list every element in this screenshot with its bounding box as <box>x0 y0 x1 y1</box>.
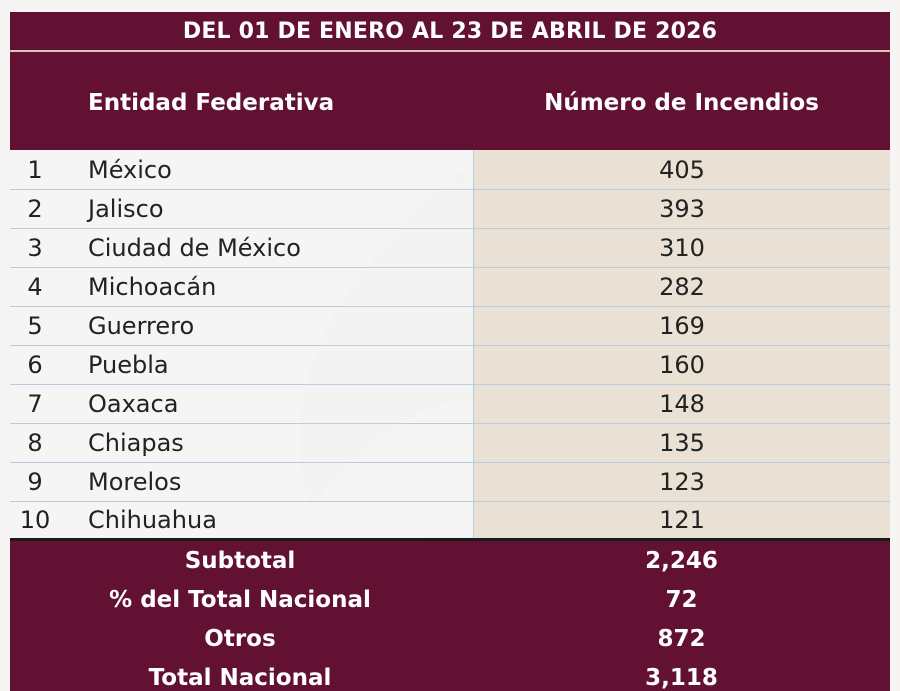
entity-cell: 2 Jalisco <box>10 190 473 228</box>
table-row: 7 Oaxaca 148 <box>10 385 890 424</box>
rank-label: 10 <box>19 506 51 534</box>
summary-label: Total Nacional <box>148 665 332 691</box>
entity-cell: 5 Guerrero <box>10 307 473 345</box>
fire-count: 121 <box>473 502 890 538</box>
table-row: 9 Morelos 123 <box>10 463 890 502</box>
entity-name: Puebla <box>88 351 169 379</box>
summary-label: Subtotal <box>184 548 296 574</box>
fire-count: 148 <box>473 385 890 423</box>
fire-count: 393 <box>473 190 890 228</box>
summary-row: Total Nacional 3,118 <box>10 658 890 691</box>
table-row: 3 Ciudad de México 310 <box>10 229 890 268</box>
entity-cell: 6 Puebla <box>10 346 473 384</box>
summary-label: % del Total Nacional <box>109 587 371 613</box>
rank-label: 6 <box>27 351 43 379</box>
table-title: DEL 01 DE ENERO AL 23 DE ABRIL DE 2026 <box>10 12 890 52</box>
fire-count: 135 <box>473 424 890 462</box>
entity-name: Ciudad de México <box>88 234 301 262</box>
summary-row: Subtotal 2,246 <box>10 541 890 580</box>
entity-name: Jalisco <box>88 195 164 223</box>
entity-cell: 9 Morelos <box>10 463 473 501</box>
entity-name: Chihuahua <box>88 506 217 534</box>
table-body: 1 México 405 2 Jalisco 393 3 Ciudad de México 31… <box>10 150 890 541</box>
fire-count: 282 <box>473 268 890 306</box>
entity-cell: 3 Ciudad de México <box>10 229 473 267</box>
fire-count: 169 <box>473 307 890 345</box>
entity-cell: 8 Chiapas <box>10 424 473 462</box>
table-summary: Subtotal 2,246 % del Total Nacional 72 Otros… <box>10 541 890 691</box>
rank-label: 8 <box>27 429 43 457</box>
column-header-row: Entidad Federativa Número de Incendios <box>10 52 890 150</box>
table-row: 8 Chiapas 135 <box>10 424 890 463</box>
rank-label: 9 <box>27 468 43 496</box>
summary-value: 872 <box>657 626 706 652</box>
fires-table: DEL 01 DE ENERO AL 23 DE ABRIL DE 2026 E… <box>10 12 890 691</box>
summary-value: 3,118 <box>645 665 718 691</box>
table-row: 6 Puebla 160 <box>10 346 890 385</box>
table-row: 1 México 405 <box>10 150 890 190</box>
header-entidad: Entidad Federativa <box>88 90 335 116</box>
table-row: 4 Michoacán 282 <box>10 268 890 307</box>
entity-name: Michoacán <box>88 273 217 301</box>
entity-name: Guerrero <box>88 312 195 340</box>
summary-value: 72 <box>665 587 698 613</box>
entity-name: México <box>88 155 172 184</box>
fire-count: 123 <box>473 463 890 501</box>
entity-cell: 1 México <box>10 150 473 189</box>
entity-cell: 7 Oaxaca <box>10 385 473 423</box>
summary-value: 2,246 <box>645 548 718 574</box>
rank-label: 5 <box>27 312 43 340</box>
rank-label: 7 <box>27 390 43 418</box>
rank-label: 4 <box>27 273 43 301</box>
summary-row: % del Total Nacional 72 <box>10 580 890 619</box>
fire-count: 160 <box>473 346 890 384</box>
fire-count: 405 <box>473 150 890 189</box>
rank-label: 1 <box>27 155 43 184</box>
entity-name: Oaxaca <box>88 390 179 418</box>
table-row: 5 Guerrero 169 <box>10 307 890 346</box>
summary-label: Otros <box>204 626 276 652</box>
entity-cell: 4 Michoacán <box>10 268 473 306</box>
entity-name: Morelos <box>88 468 182 496</box>
entity-name: Chiapas <box>88 429 184 457</box>
rank-label: 3 <box>27 234 43 262</box>
header-incendios: Número de Incendios <box>544 90 819 116</box>
entity-cell: 10 Chihuahua <box>10 502 473 538</box>
table-row: 10 Chihuahua 121 <box>10 502 890 541</box>
summary-row: Otros 872 <box>10 619 890 658</box>
rank-label: 2 <box>27 195 43 223</box>
table-row: 2 Jalisco 393 <box>10 190 890 229</box>
fire-count: 310 <box>473 229 890 267</box>
